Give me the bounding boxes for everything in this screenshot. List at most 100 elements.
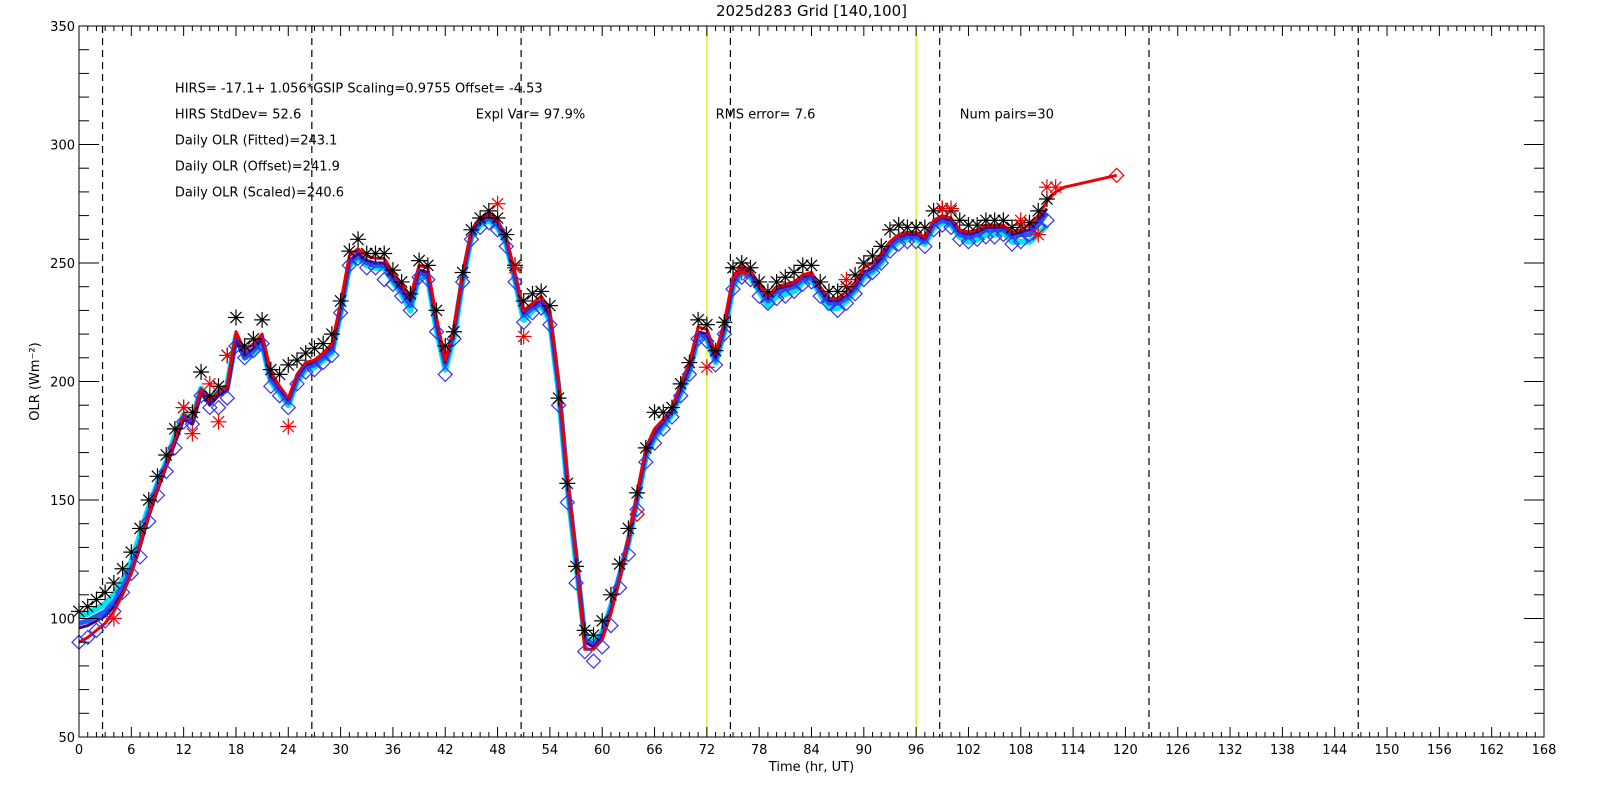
asterisk-marker bbox=[280, 356, 297, 373]
diamond-marker bbox=[114, 584, 131, 601]
diamond-marker bbox=[725, 281, 741, 297]
x-tick-label: 66 bbox=[646, 743, 663, 758]
diamond-marker bbox=[1012, 233, 1029, 250]
asterisk-marker bbox=[489, 209, 506, 226]
x-axis-title: Time (hr, UT) bbox=[768, 760, 854, 775]
x-tick-label: 36 bbox=[385, 743, 402, 758]
asterisk-marker bbox=[323, 326, 340, 343]
diamond-marker bbox=[489, 221, 506, 238]
diamond-marker bbox=[829, 302, 846, 319]
asterisk-marker bbox=[227, 309, 244, 326]
asterisk-marker bbox=[149, 468, 166, 485]
asterisk-marker bbox=[393, 273, 410, 290]
diamond-marker bbox=[289, 376, 305, 392]
asterisk-marker bbox=[794, 257, 811, 274]
asterisk-marker bbox=[725, 259, 742, 276]
asterisk-marker bbox=[777, 269, 794, 286]
x-tick-label: 102 bbox=[956, 743, 981, 758]
diamond-marker bbox=[716, 326, 733, 342]
diamond-marker bbox=[236, 349, 253, 366]
diamond-marker bbox=[507, 274, 523, 290]
asterisk-marker bbox=[1030, 202, 1047, 219]
x-tick-label: 18 bbox=[228, 743, 245, 758]
x-tick-label: 24 bbox=[280, 743, 297, 758]
asterisk-marker bbox=[158, 446, 175, 463]
asterisk-marker bbox=[672, 375, 689, 392]
x-tick-label: 54 bbox=[542, 743, 559, 758]
asterisk-marker bbox=[88, 591, 105, 608]
asterisk-marker bbox=[803, 257, 820, 274]
asterisk-marker bbox=[707, 342, 724, 359]
diamond-marker bbox=[1039, 212, 1055, 229]
y-axis-title: OLR (Wm⁻²) bbox=[28, 342, 43, 420]
y-tick-label: 300 bbox=[50, 139, 75, 154]
x-tick-label: 126 bbox=[1165, 743, 1190, 758]
asterisk-marker bbox=[881, 221, 898, 238]
diamond-marker bbox=[79, 629, 96, 646]
asterisk-marker bbox=[384, 262, 401, 279]
asterisk-marker bbox=[201, 375, 218, 392]
diamond-marker bbox=[454, 274, 471, 290]
annotation-text: Num pairs=30 bbox=[960, 107, 1054, 122]
diamond-marker bbox=[1021, 226, 1038, 243]
diamond-marker bbox=[576, 643, 593, 660]
asterisk-marker bbox=[620, 520, 637, 537]
asterisk-marker bbox=[219, 347, 236, 364]
annotation-text: Expl Var= 97.9% bbox=[476, 107, 585, 122]
diamond-marker bbox=[376, 271, 393, 288]
asterisk-marker bbox=[733, 255, 750, 271]
asterisk-marker bbox=[132, 520, 149, 537]
asterisk-marker bbox=[175, 399, 192, 416]
diamond-marker bbox=[629, 501, 645, 518]
diamond-marker bbox=[821, 295, 837, 312]
diamond-marker bbox=[733, 269, 750, 286]
x-tick-label: 30 bbox=[332, 743, 349, 758]
x-tick-label: 168 bbox=[1532, 743, 1557, 758]
diamond-marker bbox=[402, 302, 419, 319]
diamond-marker bbox=[672, 387, 689, 404]
asterisk-marker bbox=[1012, 212, 1029, 229]
diamond-marker bbox=[332, 304, 349, 321]
asterisk-marker bbox=[559, 475, 576, 492]
x-tick-label: 144 bbox=[1322, 743, 1347, 758]
diamond-marker bbox=[132, 549, 148, 565]
diamond-marker bbox=[803, 274, 820, 290]
diamond-marker bbox=[812, 288, 829, 305]
diamond-marker bbox=[158, 463, 175, 480]
asterisk-marker bbox=[716, 314, 733, 331]
asterisk-marker bbox=[838, 271, 855, 288]
diamond-marker bbox=[280, 399, 297, 416]
asterisk-marker bbox=[341, 243, 358, 260]
extension-line-0 bbox=[1045, 173, 1118, 203]
annotation-text: HIRS StdDev= 52.6 bbox=[175, 107, 301, 122]
y-tick-label: 50 bbox=[58, 731, 75, 746]
diamond-marker bbox=[481, 214, 497, 231]
diamond-marker bbox=[908, 233, 924, 250]
tick-labels: 0 6 12 18 24 30 36 42 48 54 60 66 72 78 84 90 96 102 108 11… bbox=[50, 20, 1556, 758]
asterisk-marker bbox=[829, 283, 846, 300]
asterisk-marker bbox=[507, 259, 524, 276]
x-tick-label: 0 bbox=[75, 743, 83, 758]
y-tick-label: 150 bbox=[50, 494, 75, 509]
asterisk-marker bbox=[140, 492, 157, 508]
asterisk-marker bbox=[646, 404, 663, 421]
asterisk-marker bbox=[847, 266, 864, 283]
asterisk-marker bbox=[472, 209, 489, 226]
diamond-marker bbox=[655, 421, 672, 437]
diamond-marker bbox=[428, 323, 445, 340]
asterisk-marker bbox=[943, 200, 960, 217]
series-lines bbox=[78, 173, 1118, 651]
asterisk-marker bbox=[663, 399, 680, 416]
asterisk-marker bbox=[411, 252, 428, 269]
diamond-marker bbox=[611, 579, 628, 596]
asterisk-marker bbox=[245, 330, 262, 347]
diamond-marker bbox=[245, 342, 262, 359]
series-markers bbox=[71, 167, 1125, 670]
asterisk-marker bbox=[114, 560, 131, 577]
diamond-marker bbox=[838, 295, 855, 312]
diamond-marker bbox=[882, 243, 898, 259]
asterisk-marker bbox=[332, 292, 349, 309]
asterisk-marker bbox=[428, 302, 445, 319]
asterisk-marker bbox=[515, 292, 532, 309]
